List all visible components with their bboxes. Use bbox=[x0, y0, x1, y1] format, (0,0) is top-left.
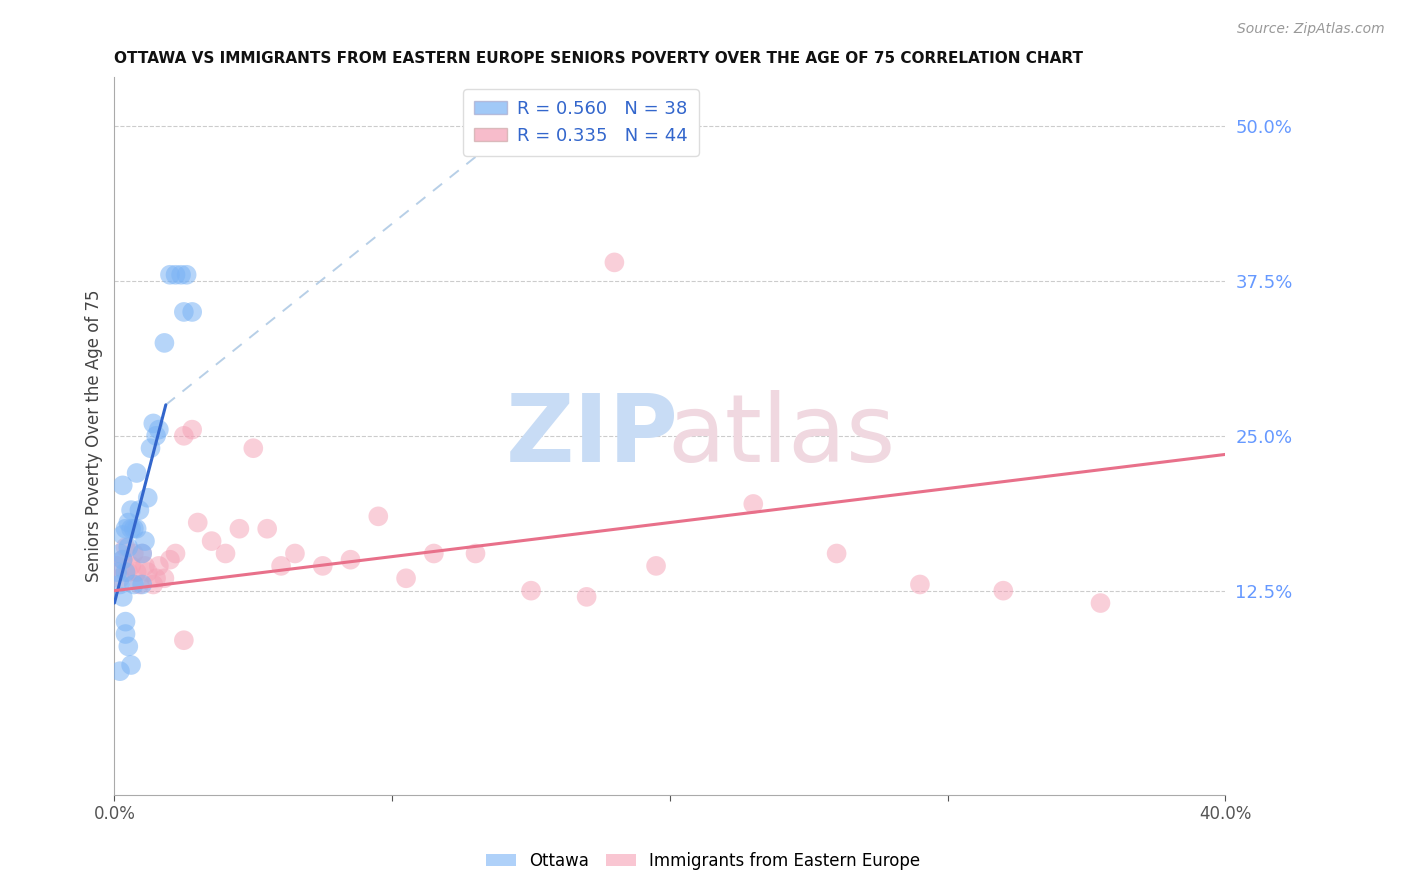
Point bbox=[136, 565, 159, 579]
Point bbox=[117, 640, 139, 654]
Point bbox=[111, 552, 134, 566]
Point bbox=[120, 658, 142, 673]
Point bbox=[228, 522, 250, 536]
Point bbox=[170, 268, 193, 282]
Point bbox=[173, 305, 195, 319]
Point bbox=[176, 268, 198, 282]
Point bbox=[117, 565, 139, 579]
Point bbox=[645, 558, 668, 573]
Point bbox=[114, 615, 136, 629]
Point bbox=[312, 558, 335, 573]
Point bbox=[136, 491, 159, 505]
Text: atlas: atlas bbox=[666, 390, 896, 482]
Point bbox=[120, 522, 142, 536]
Point bbox=[131, 547, 153, 561]
Point bbox=[111, 528, 134, 542]
Point bbox=[148, 558, 170, 573]
Point bbox=[165, 547, 187, 561]
Point bbox=[114, 522, 136, 536]
Point bbox=[339, 552, 361, 566]
Point bbox=[125, 466, 148, 480]
Point bbox=[108, 547, 131, 561]
Point bbox=[159, 552, 181, 566]
Point bbox=[173, 633, 195, 648]
Point bbox=[464, 547, 486, 561]
Point bbox=[242, 441, 264, 455]
Point bbox=[993, 583, 1015, 598]
Point bbox=[367, 509, 389, 524]
Point bbox=[108, 664, 131, 678]
Point bbox=[114, 541, 136, 555]
Point bbox=[111, 552, 134, 566]
Point bbox=[603, 255, 626, 269]
Point bbox=[159, 268, 181, 282]
Text: ZIP: ZIP bbox=[506, 390, 679, 482]
Point bbox=[111, 478, 134, 492]
Point bbox=[122, 577, 145, 591]
Point bbox=[423, 547, 446, 561]
Point bbox=[125, 565, 148, 579]
Point bbox=[122, 547, 145, 561]
Point bbox=[120, 558, 142, 573]
Point bbox=[395, 571, 418, 585]
Point bbox=[122, 522, 145, 536]
Point bbox=[134, 558, 156, 573]
Point bbox=[201, 534, 224, 549]
Point bbox=[1090, 596, 1112, 610]
Point bbox=[284, 547, 307, 561]
Point bbox=[120, 503, 142, 517]
Point bbox=[105, 565, 128, 579]
Point bbox=[153, 571, 176, 585]
Point bbox=[575, 590, 598, 604]
Point bbox=[125, 522, 148, 536]
Point bbox=[214, 547, 236, 561]
Point bbox=[131, 547, 153, 561]
Point bbox=[131, 577, 153, 591]
Point bbox=[165, 268, 187, 282]
Point bbox=[825, 547, 848, 561]
Text: Source: ZipAtlas.com: Source: ZipAtlas.com bbox=[1237, 22, 1385, 37]
Point bbox=[908, 577, 931, 591]
Point bbox=[142, 417, 165, 431]
Point bbox=[187, 516, 209, 530]
Point bbox=[114, 565, 136, 579]
Legend: R = 0.560   N = 38, R = 0.335   N = 44: R = 0.560 N = 38, R = 0.335 N = 44 bbox=[463, 89, 699, 156]
Point bbox=[145, 429, 167, 443]
Legend: Ottawa, Immigrants from Eastern Europe: Ottawa, Immigrants from Eastern Europe bbox=[479, 846, 927, 877]
Point bbox=[153, 335, 176, 350]
Point bbox=[520, 583, 543, 598]
Point bbox=[108, 577, 131, 591]
Point bbox=[142, 577, 165, 591]
Point bbox=[108, 571, 131, 585]
Point bbox=[256, 522, 278, 536]
Point bbox=[742, 497, 765, 511]
Point bbox=[270, 558, 292, 573]
Y-axis label: Seniors Poverty Over the Age of 75: Seniors Poverty Over the Age of 75 bbox=[86, 290, 103, 582]
Point bbox=[181, 305, 204, 319]
Point bbox=[173, 429, 195, 443]
Point bbox=[105, 558, 128, 573]
Point bbox=[128, 503, 150, 517]
Point bbox=[128, 577, 150, 591]
Point bbox=[148, 423, 170, 437]
Point bbox=[134, 534, 156, 549]
Point bbox=[114, 627, 136, 641]
Point bbox=[145, 571, 167, 585]
Point bbox=[117, 516, 139, 530]
Point bbox=[181, 423, 204, 437]
Point bbox=[139, 441, 162, 455]
Point bbox=[111, 590, 134, 604]
Point bbox=[117, 541, 139, 555]
Text: OTTAWA VS IMMIGRANTS FROM EASTERN EUROPE SENIORS POVERTY OVER THE AGE OF 75 CORR: OTTAWA VS IMMIGRANTS FROM EASTERN EUROPE… bbox=[114, 51, 1084, 66]
